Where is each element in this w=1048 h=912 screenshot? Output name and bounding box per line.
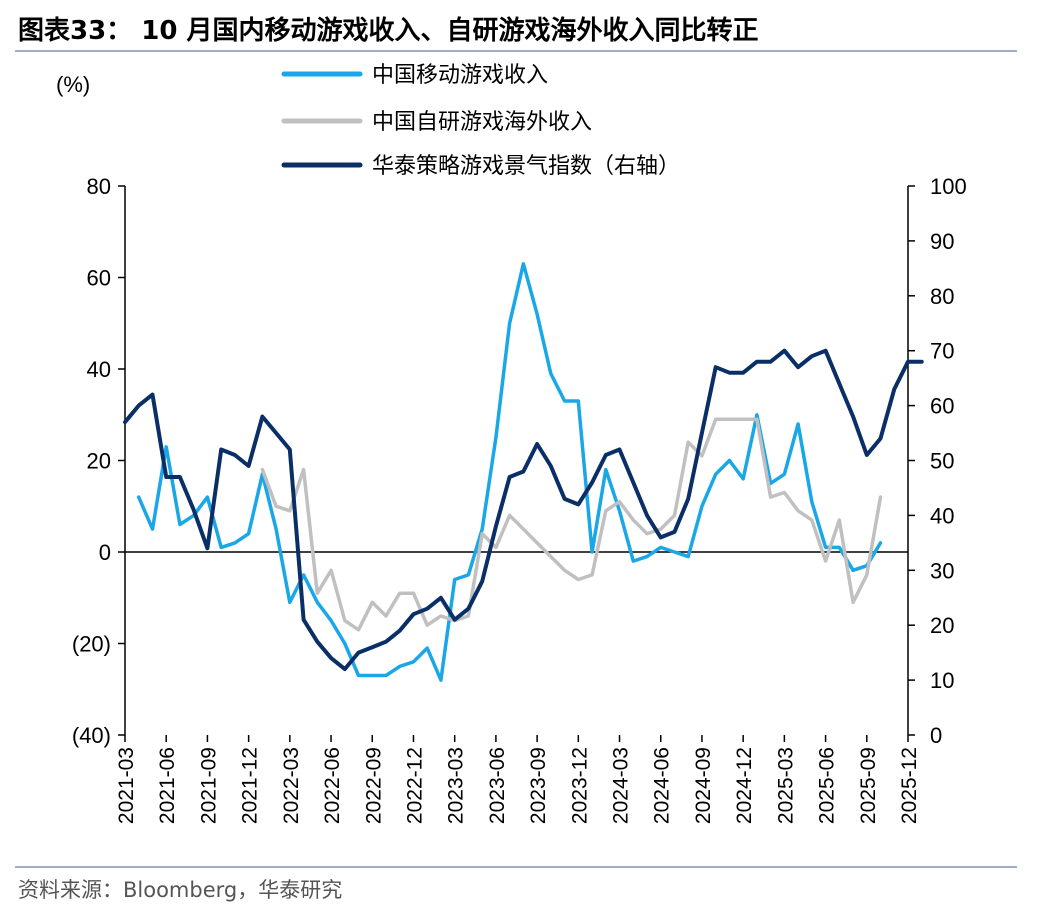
x-tick-label: 2024-12 xyxy=(733,747,756,824)
series-line-3 xyxy=(123,348,924,672)
x-tick-label: 2023-12 xyxy=(568,747,591,824)
x-tick-label: 2021-03 xyxy=(115,747,138,824)
figure-title: 图表33： 10 月国内移动游戏收入、自研游戏海外收入同比转正 xyxy=(18,16,759,46)
x-tick-label: 2021-06 xyxy=(156,747,179,824)
x-tick-label: 2022-06 xyxy=(321,747,344,824)
source-divider xyxy=(15,866,1017,868)
x-tick-label: 2023-06 xyxy=(486,747,509,824)
legend-label-3: 华泰策略游戏景气指数（右轴） xyxy=(372,154,680,179)
right-tick-label: 0 xyxy=(930,723,942,748)
series-group xyxy=(123,262,924,682)
right-tick-label: 80 xyxy=(930,284,954,309)
series-line-1 xyxy=(136,262,883,682)
right-tick-label: 50 xyxy=(930,449,954,474)
x-tick-label: 2023-09 xyxy=(527,747,550,824)
left-tick-label: (20) xyxy=(72,632,111,657)
x-tick-label: 2022-12 xyxy=(403,747,426,824)
x-tick-label: 2024-03 xyxy=(610,747,633,824)
right-tick-label: 70 xyxy=(930,339,954,364)
x-tick-label: 2023-03 xyxy=(445,747,468,824)
legend-label-2: 中国自研游戏海外收入 xyxy=(372,110,592,135)
left-tick-label: 20 xyxy=(87,449,111,474)
x-tick-label: 2025-12 xyxy=(898,747,921,824)
left-tick-label: (40) xyxy=(72,723,111,748)
right-tick-label: 90 xyxy=(930,229,954,254)
title-divider xyxy=(15,50,1017,52)
x-tick-label: 2024-09 xyxy=(692,747,715,824)
legend-label-1: 中国移动游戏收入 xyxy=(372,63,548,88)
right-tick-label: 10 xyxy=(930,668,954,693)
x-tick-label: 2021-12 xyxy=(239,747,262,824)
x-tick-label: 2021-09 xyxy=(197,747,220,824)
left-axis-unit: (%) xyxy=(56,72,90,97)
x-tick-label: 2025-09 xyxy=(857,747,880,824)
right-tick-label: 20 xyxy=(930,613,954,638)
left-tick-label: 60 xyxy=(87,266,111,291)
axes-group xyxy=(118,185,915,742)
right-tick-label: 30 xyxy=(930,558,954,583)
x-tick-label: 2025-03 xyxy=(774,747,797,824)
right-tick-label: 60 xyxy=(930,394,954,419)
series-line-2 xyxy=(260,417,883,632)
left-tick-label: 0 xyxy=(99,540,111,565)
left-tick-label: 80 xyxy=(87,174,111,199)
x-tick-label: 2022-03 xyxy=(280,747,303,824)
x-tick-label: 2022-09 xyxy=(362,747,385,824)
source-note: 资料来源：Bloomberg，华泰研究 xyxy=(18,878,343,902)
x-tick-label: 2024-06 xyxy=(651,747,674,824)
right-tick-label: 100 xyxy=(930,174,967,199)
x-tick-label: 2025-06 xyxy=(816,747,839,824)
right-tick-label: 40 xyxy=(930,503,954,528)
left-tick-label: 40 xyxy=(87,357,111,382)
axis-labels: 806040200(20)(40)(%)10090807060504030201… xyxy=(56,72,967,824)
